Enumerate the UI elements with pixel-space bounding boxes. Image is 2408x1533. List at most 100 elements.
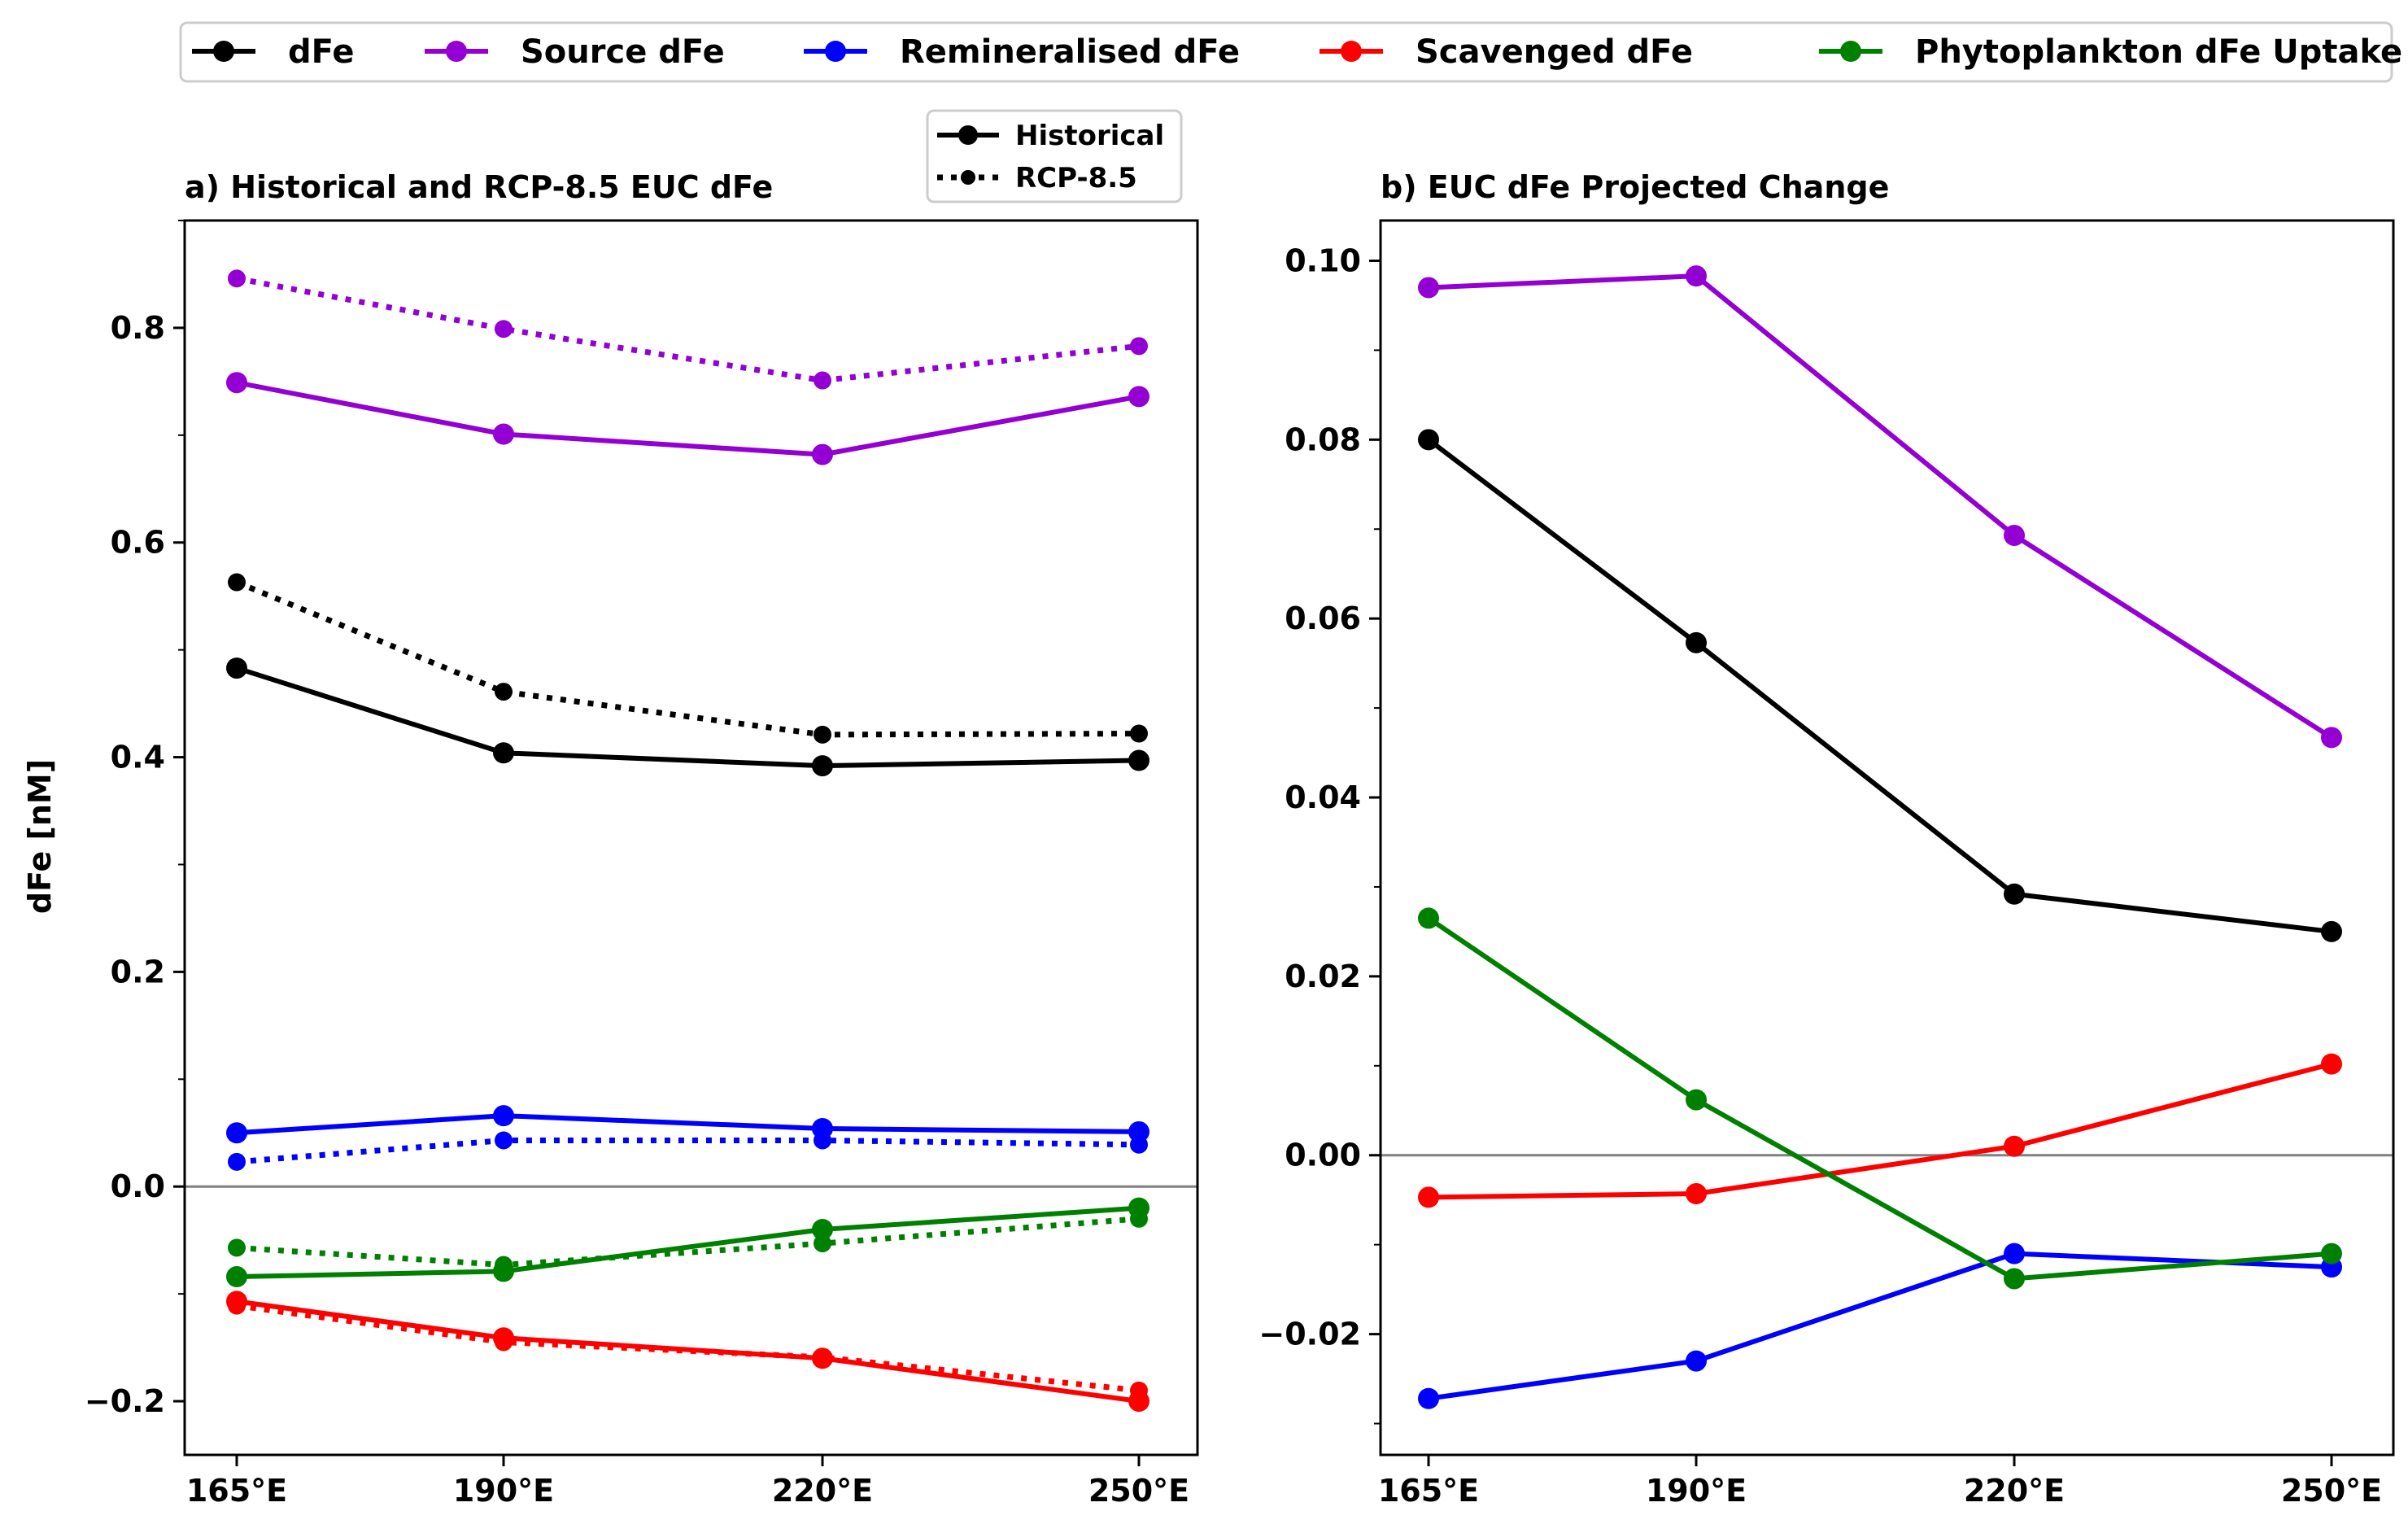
panel-b-scavenged-dfe-point [2321,1053,2342,1075]
panel-a-remineralised-dfe-historical-point [812,1117,833,1139]
panel-b-source-dfe-point [1418,277,1439,299]
x-tick-label: 165°E [186,1473,287,1509]
panel-a-remineralised-dfe-rcp-8-5-point [228,1152,246,1171]
legend-scavenged-dfe-marker [1341,41,1362,62]
panel-b-dfe-point [1686,631,1707,653]
panel-b: b) EUC dFe Projected Change −0.02 0.00 0.0… [1259,169,2395,1509]
legend-phytoplankton-dfe-uptake-marker [1840,41,1861,62]
panel-b-scavenged-dfe-line [1428,1061,2332,1200]
y-tick-label: 0.8 [111,310,165,346]
panel-a-dfe-rcp-8-5-point [495,683,513,701]
panel-a-phytoplankton-dfe-uptake-historical-point [493,1260,514,1282]
panel-a-source-dfe-rcp-8-5-point [1130,337,1148,356]
panel-a-dfe-rcp-8-5-point [228,573,246,592]
panel-a-dfe-historical-point [226,657,247,679]
y-tick-label: 0.0 [111,1168,165,1204]
x-tick-label: 220°E [772,1473,873,1509]
panel-a-source-dfe-rcp-8-5-point [228,269,246,288]
panel-a-source-dfe-historical-point [493,423,514,445]
panel-a-dfe-historical-point [812,755,833,777]
panel-b-phytoplankton-dfe-uptake-point [2321,1243,2342,1264]
style-legend: Historical RCP-8.5 [926,109,1183,203]
panel-b-scavenged-dfe-point [1418,1186,1439,1208]
x-tick-label: 220°E [1964,1473,2065,1509]
style-legend-historical-label: Historical [1015,120,1164,152]
panel-a-dfe-historical-line [236,666,1140,769]
x-tick-label: 190°E [1646,1473,1747,1509]
panel-b-remineralised-dfe-point [1418,1387,1439,1409]
panel-a-source-dfe-rcp-8-5-point [495,320,513,338]
legend-dfe-label: dFe [288,33,354,71]
panel-b-dfe-point [2004,883,2025,905]
panel-a-remineralised-dfe-rcp-8-5-line [236,1137,1140,1165]
panel-b-dfe-point [1418,429,1439,451]
panel-a-remineralised-dfe-historical-point [493,1105,514,1127]
series-legend-frame [179,21,2393,83]
panel-b-remineralised-dfe-line [1428,1251,2332,1401]
panel-a-remineralised-dfe-rcp-8-5-point [495,1131,513,1150]
panel-a-source-dfe-historical-line [236,380,1140,457]
panel-a-remineralised-dfe-historical-point [1128,1120,1149,1142]
x-tick-label: 250°E [2281,1473,2382,1509]
panel-a-frame [183,219,1199,1457]
style-legend-rcp-8-5-label: RCP-8.5 [1015,162,1137,194]
panel-b-remineralised-dfe-point [2004,1243,2025,1264]
legend-remineralised-dfe-marker [825,41,846,62]
panel-b-title: b) EUC dFe Projected Change [1381,169,1889,205]
panel-a: a) Historical and RCP-8.5 EUC dFe dFe [n… [22,169,1199,1509]
panel-a-title: a) Historical and RCP-8.5 EUC dFe [185,169,773,205]
style-legend-rcp-8-5-marker [961,170,975,185]
panel-b-scavenged-dfe-point [1686,1183,1707,1205]
y-tick-label: 0.2 [111,954,165,989]
panel-a-phytoplankton-dfe-uptake-historical-line [236,1205,1140,1280]
panel-a-scavenged-dfe-historical-line [236,1299,1140,1404]
panel-a-remineralised-dfe-historical-point [226,1122,247,1144]
panel-a-phytoplankton-dfe-uptake-historical-point [226,1266,247,1288]
y-tick-label: 0.10 [1285,242,1361,278]
panel-a-source-dfe-historical-point [812,443,833,465]
x-tick-label: 165°E [1378,1473,1479,1509]
legend-scavenged-dfe-label: Scavenged dFe [1416,33,1693,71]
panel-a-phytoplankton-dfe-uptake-historical-point [1128,1197,1149,1219]
y-axis-label: dFe [nM] [22,759,58,914]
y-tick-label: 0.06 [1285,601,1361,636]
panel-a-scavenged-dfe-historical-point [812,1347,833,1369]
panel-a-source-dfe-rcp-8-5-line [236,275,1140,384]
panel-b-phytoplankton-dfe-uptake-line [1427,915,2332,1282]
legend-source-dfe-marker [446,41,467,62]
y-tick-label: 0.00 [1285,1138,1361,1173]
panel-a-phytoplankton-dfe-uptake-historical-point [812,1218,833,1240]
panel-a-phytoplankton-dfe-uptake-rcp-8-5-line [236,1216,1140,1269]
panel-a-scavenged-dfe-historical-point [1128,1391,1149,1413]
x-tick-label: 250°E [1088,1473,1189,1509]
panel-a-dfe-rcp-8-5-point [814,725,831,744]
x-tick-label: 190°E [453,1473,554,1509]
panel-a-source-dfe-historical-point [1128,386,1149,408]
legend-dfe-marker [213,41,234,62]
panel-b-dfe-line [1427,437,2332,934]
panel-a-source-dfe-historical-point [226,372,247,394]
y-tick-label: 0.4 [111,740,165,775]
panel-b-remineralised-dfe-point [1686,1350,1707,1372]
y-tick-label: 0.02 [1285,959,1361,994]
panel-b-source-dfe-point [2321,727,2342,749]
panel-b-phytoplankton-dfe-uptake-point [1418,907,1439,929]
legend-remineralised-dfe-label: Remineralised dFe [900,33,1240,71]
y-tick-label: 0.04 [1285,780,1361,815]
panel-a-remineralised-dfe-historical-line [236,1113,1140,1136]
y-tick-label: −0.02 [1259,1317,1361,1352]
panel-a-dfe-rcp-8-5-point [1130,724,1148,743]
panel-a-dfe-historical-point [1128,749,1149,771]
panel-b-scavenged-dfe-point [2004,1135,2025,1157]
legend-phytoplankton-dfe-uptake-label: Phytoplankton dFe Uptake [1915,33,2402,71]
legend-source-dfe-label: Source dFe [521,33,725,71]
panel-a-source-dfe-rcp-8-5-point [814,371,831,390]
panel-b-phytoplankton-dfe-uptake-point [2004,1268,2025,1290]
series-legend: dFe Source dFe Remineralised dFe Scavenged … [179,21,2402,83]
panel-b-source-dfe-line [1428,273,2333,740]
y-tick-label: 0.08 [1285,421,1361,457]
panel-b-source-dfe-point [2004,524,2025,546]
panel-a-scavenged-dfe-historical-point [493,1327,514,1349]
panel-b-frame [1379,219,2395,1457]
style-legend-historical-marker [958,125,978,145]
